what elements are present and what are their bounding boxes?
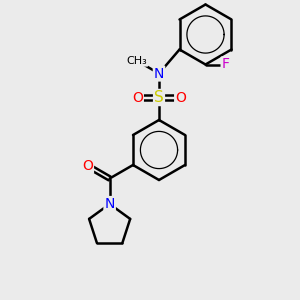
Text: F: F xyxy=(222,58,230,71)
Text: N: N xyxy=(154,67,164,80)
Text: O: O xyxy=(175,91,186,104)
Text: O: O xyxy=(132,91,143,104)
Text: O: O xyxy=(82,159,93,173)
Text: CH₃: CH₃ xyxy=(127,56,147,66)
Text: N: N xyxy=(104,197,115,211)
Text: S: S xyxy=(154,90,164,105)
